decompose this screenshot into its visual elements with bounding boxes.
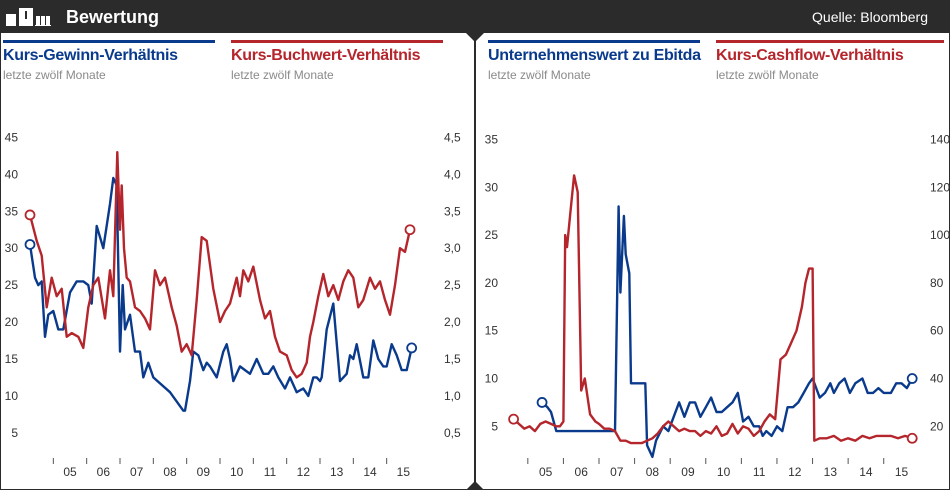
y-right-tick-label: 1,5 bbox=[444, 352, 461, 366]
x-tick-label: 05 bbox=[63, 465, 77, 479]
y-right-tick-label: 4,0 bbox=[444, 167, 461, 181]
y-left-tick-label: 40 bbox=[5, 167, 19, 181]
y-left-tick-label: 25 bbox=[485, 228, 499, 242]
chart-left: 5 10 15 20 25 30 35 40 45 0,5 1,0 1,5 2,0 2,5 3,0 3,5 4,… bbox=[5, 130, 461, 479]
panel-divider bbox=[474, 33, 476, 490]
legend-ev: Unternehmenswert zu Ebitda letzte zwölf … bbox=[488, 40, 701, 82]
x-tick-label: 06 bbox=[97, 465, 111, 479]
series-end-marker-red bbox=[906, 432, 918, 444]
legend-ev-name: Unternehmenswert zu Ebitda bbox=[488, 47, 701, 64]
y-left-tick-label: 5 bbox=[491, 419, 498, 433]
y-right-tick-label: 2,5 bbox=[444, 278, 461, 292]
y-right-tick-label: 120 bbox=[930, 180, 950, 194]
x-tick-label: 07 bbox=[130, 465, 144, 479]
y-right-tick-label: 20 bbox=[930, 419, 944, 433]
legend-kcv: Kurs-Cashflow-Verhältnis letzte zwölf Mo… bbox=[716, 40, 944, 82]
series-end-marker-blue bbox=[906, 373, 918, 384]
series-end-marker-blue bbox=[536, 397, 548, 408]
logo-icon bbox=[6, 8, 51, 26]
x-tick-label: 12 bbox=[788, 465, 802, 479]
y-right-tick-label: 140 bbox=[930, 133, 950, 147]
legend-ev-sub: letzte zwölf Monate bbox=[488, 68, 591, 82]
series-end-marker-blue bbox=[406, 342, 418, 354]
x-tick-label: 14 bbox=[363, 465, 377, 479]
y-left-tick-label: 25 bbox=[5, 278, 19, 292]
page-title: Bewertung bbox=[66, 7, 160, 27]
legend-kcv-name: Kurs-Cashflow-Verhältnis bbox=[716, 47, 904, 64]
series-line-red bbox=[512, 174, 913, 445]
y-left-tick-label: 35 bbox=[485, 133, 499, 147]
x-tick-label: 05 bbox=[539, 465, 553, 479]
y-left-tick-label: 15 bbox=[5, 352, 19, 366]
y-left-tick-label: 35 bbox=[5, 204, 19, 218]
chart-right: 5 10 15 20 25 30 35 20 40 60 80 100 120 140 05 06 07 08 09… bbox=[485, 133, 950, 479]
legend-kgv-bar bbox=[3, 40, 215, 43]
legend-kgv-sub: letzte zwölf Monate bbox=[3, 68, 106, 82]
y-left-tick-label: 30 bbox=[485, 180, 499, 194]
y-right-tick-label: 0,5 bbox=[444, 426, 461, 440]
y-left-tick-label: 30 bbox=[5, 241, 19, 255]
series-end-marker-blue bbox=[24, 239, 36, 250]
legend-ev-bar bbox=[488, 40, 700, 43]
x-tick-label: 10 bbox=[230, 465, 244, 479]
y-right-tick-label: 3,0 bbox=[444, 241, 461, 255]
series-end-marker-red bbox=[404, 224, 416, 236]
x-tick-label: 07 bbox=[610, 465, 624, 479]
legend-kgv: Kurs-Gewinn-Verhältnis letzte zwölf Mona… bbox=[3, 40, 215, 82]
x-tick-label: 11 bbox=[753, 465, 766, 479]
x-tick-label: 14 bbox=[859, 465, 873, 479]
left-border bbox=[0, 33, 1, 490]
x-tick-label: 13 bbox=[330, 465, 344, 479]
bottom-notch bbox=[466, 481, 484, 490]
x-tick-label: 13 bbox=[824, 465, 838, 479]
legend-kbv-name: Kurs-Buchwert-Verhältnis bbox=[231, 47, 421, 64]
y-right-tick-label: 4,5 bbox=[444, 130, 461, 144]
series-end-marker-red bbox=[508, 413, 519, 425]
series-line-red bbox=[28, 150, 412, 379]
x-tick-label: 15 bbox=[895, 465, 909, 479]
header-bar: Bewertung Quelle: Bloomberg bbox=[0, 0, 950, 33]
x-tick-label: 09 bbox=[197, 465, 211, 479]
x-tick-label: 09 bbox=[681, 465, 695, 479]
legend-kbv: Kurs-Buchwert-Verhältnis letzte zwölf Mo… bbox=[231, 40, 443, 82]
x-tick-label: 11 bbox=[264, 465, 277, 479]
y-right-tick-label: 60 bbox=[930, 324, 944, 338]
x-tick-label: 08 bbox=[646, 465, 660, 479]
y-right-tick-label: 1,0 bbox=[444, 389, 461, 403]
y-left-tick-label: 45 bbox=[5, 130, 19, 144]
y-left-tick-label: 20 bbox=[5, 315, 19, 329]
x-tick-label: 12 bbox=[297, 465, 311, 479]
x-tick-label: 08 bbox=[163, 465, 177, 479]
source-label: Quelle: Bloomberg bbox=[812, 9, 928, 25]
y-left-tick-label: 20 bbox=[485, 276, 499, 290]
y-right-tick-label: 40 bbox=[930, 372, 944, 386]
x-tick-label: 15 bbox=[397, 465, 411, 479]
y-left-tick-label: 10 bbox=[5, 389, 19, 403]
legend-kgv-name: Kurs-Gewinn-Verhältnis bbox=[3, 47, 178, 64]
y-right-tick-label: 2,0 bbox=[444, 315, 461, 329]
y-right-tick-label: 3,5 bbox=[444, 204, 461, 218]
x-tick-label: 06 bbox=[575, 465, 589, 479]
legend-kbv-bar bbox=[231, 40, 443, 43]
series-end-marker-red bbox=[24, 209, 36, 221]
legend-kcv-sub: letzte zwölf Monate bbox=[716, 68, 819, 82]
series-line-blue bbox=[28, 176, 413, 412]
y-left-tick-label: 5 bbox=[11, 426, 18, 440]
legend-kbv-sub: letzte zwölf Monate bbox=[231, 68, 334, 82]
y-right-tick-label: 80 bbox=[930, 276, 944, 290]
y-left-tick-label: 15 bbox=[485, 324, 499, 338]
x-tick-label: 10 bbox=[717, 465, 731, 479]
series-line-blue bbox=[541, 205, 914, 459]
legend-kcv-bar bbox=[716, 40, 944, 43]
y-right-tick-label: 100 bbox=[930, 228, 950, 242]
y-left-tick-label: 10 bbox=[485, 372, 499, 386]
